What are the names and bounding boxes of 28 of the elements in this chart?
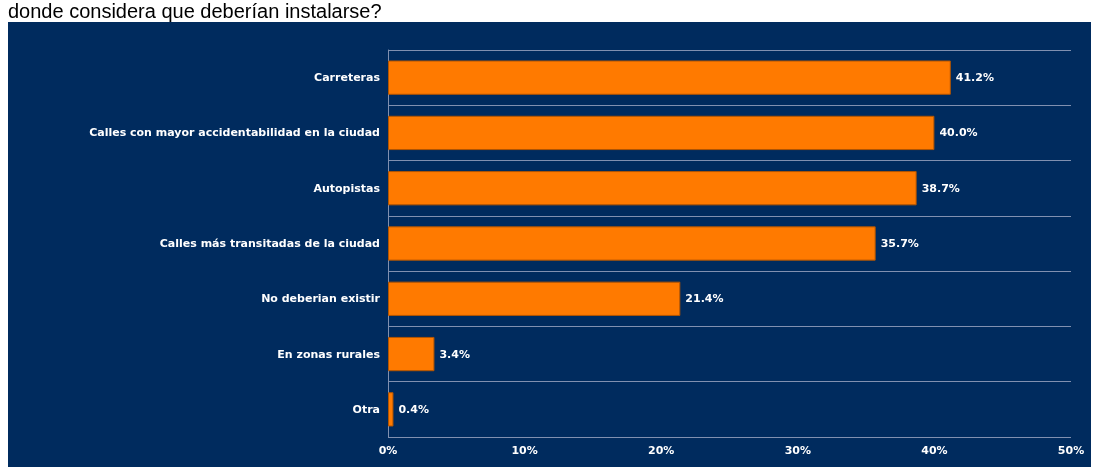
y-tick-label: En zonas rurales [277, 347, 381, 361]
data-label: 35.7% [880, 237, 919, 250]
y-tick-label: Autopistas [313, 181, 381, 195]
text: donde considera que deberían instalarse? [8, 0, 383, 22]
y-tick-label: Calles con mayor accidentabilidad en la ciudad [89, 126, 380, 140]
x-tick-label: 0% [378, 444, 398, 457]
bar [388, 60, 951, 95]
x-tick-label: 10% [511, 444, 538, 457]
x-tick-label: 30% [784, 444, 811, 457]
y-tick-label: Calles más transitadas de la ciudad [159, 237, 380, 250]
data-label: 38.7% [921, 181, 960, 195]
data-label: 3.4% [439, 347, 470, 361]
data-label: 40.0% [939, 126, 978, 140]
data-label: 41.2% [955, 71, 994, 85]
x-tick-label: 20% [648, 444, 675, 457]
bar [388, 171, 917, 206]
data-label: 21.4% [685, 292, 724, 306]
bar [388, 392, 394, 427]
bar [388, 226, 876, 261]
y-tick-label: Otra [352, 402, 380, 416]
bar [388, 281, 681, 316]
bar [388, 336, 435, 372]
x-tick-label: 40% [921, 444, 948, 457]
y-tick-label: Carreteras [314, 71, 381, 85]
y-tick-label: No deberian existir [261, 292, 381, 306]
data-label: 0.4% [398, 402, 429, 416]
x-tick-label: 50% [1057, 444, 1085, 457]
bar [388, 115, 935, 151]
